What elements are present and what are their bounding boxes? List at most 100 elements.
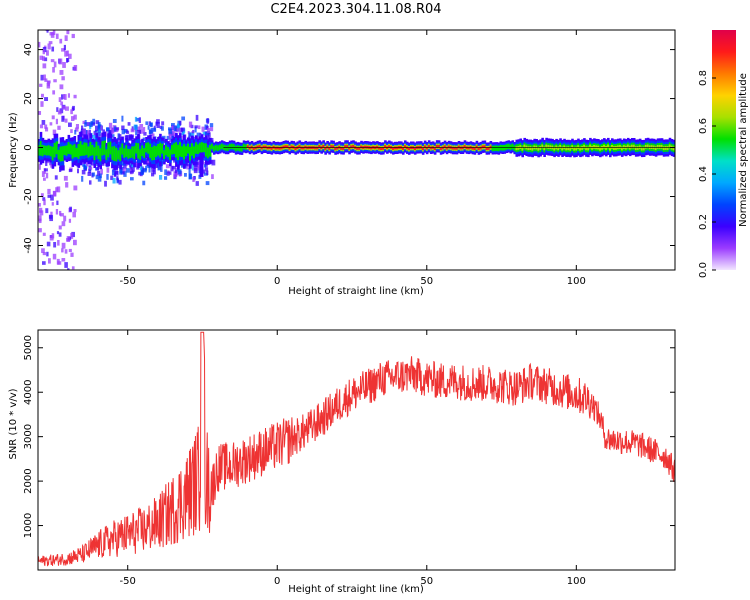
- heatmap-cell: [147, 164, 151, 169]
- heatmap-cell: [435, 145, 439, 148]
- heatmap-cell: [39, 83, 43, 87]
- heatmap-cell: [66, 30, 70, 35]
- heatmap-cell: [326, 145, 329, 149]
- heatmap-cell: [260, 146, 264, 150]
- heatmap-cell: [141, 148, 144, 154]
- heatmap-cell: [61, 76, 65, 81]
- heatmap-cell: [252, 147, 256, 150]
- heatmap-cell: [168, 127, 172, 131]
- heatmap-cell: [340, 147, 343, 150]
- heatmap-cell: [156, 119, 160, 124]
- heatmap-cell: [322, 145, 325, 148]
- heatmap-cell: [61, 221, 66, 227]
- heatmap-cell: [250, 145, 254, 149]
- heatmap-cell: [71, 107, 75, 111]
- heatmap-cell: [599, 146, 602, 151]
- heatmap-cell: [82, 120, 86, 125]
- heatmap-cell: [67, 145, 71, 151]
- spectrogram-y-ticks: -40 -20 0 20 40: [23, 43, 675, 254]
- heatmap-cell: [149, 147, 152, 155]
- heatmap-cell: [117, 162, 121, 169]
- heatmap-cell: [184, 161, 188, 166]
- heatmap-cell: [457, 145, 461, 149]
- heatmap-cell: [39, 210, 44, 216]
- heatmap-cell: [51, 115, 55, 120]
- heatmap-cell: [380, 147, 383, 150]
- heatmap-cell: [53, 61, 57, 68]
- heatmap-cell: [70, 232, 74, 239]
- heatmap-cell: [72, 211, 76, 218]
- y-tick-label: -20: [23, 188, 34, 204]
- heatmap-cell: [447, 145, 451, 149]
- heatmap-cell: [113, 126, 117, 132]
- heatmap-cell: [487, 147, 491, 150]
- heatmap-cell: [165, 147, 168, 153]
- heatmap-cell: [577, 145, 580, 150]
- heatmap-cell: [112, 129, 115, 134]
- heatmap-cell: [55, 187, 59, 192]
- x-tick-label: 100: [567, 276, 586, 287]
- heatmap-cell: [195, 114, 199, 121]
- heatmap-cell: [104, 180, 107, 187]
- heatmap-cell: [38, 41, 41, 48]
- snr-y-label: SNR (10 * v/v): [8, 388, 19, 459]
- heatmap-cell: [495, 146, 499, 150]
- heatmap-cell: [672, 146, 675, 151]
- heatmap-cell: [95, 120, 100, 125]
- heatmap-cell: [93, 150, 97, 157]
- heatmap-cell: [161, 126, 164, 131]
- heatmap-cell: [234, 147, 238, 150]
- heatmap-cell: [42, 56, 45, 61]
- heatmap-cell: [121, 146, 124, 152]
- heatmap-cell: [69, 206, 72, 212]
- heatmap-cell: [55, 118, 59, 125]
- heatmap-cell: [107, 146, 110, 154]
- heatmap-cell: [194, 145, 198, 151]
- heatmap-cell: [246, 145, 250, 148]
- heatmap-cell: [164, 169, 168, 175]
- snr-frame: [37, 329, 676, 571]
- heatmap-cell: [137, 126, 141, 132]
- heatmap-cell: [262, 145, 266, 149]
- heatmap-cell: [64, 262, 68, 268]
- heatmap-cell: [646, 144, 650, 149]
- heatmap-cell: [89, 145, 93, 153]
- heatmap-cell: [194, 126, 197, 133]
- heatmap-cell: [89, 180, 92, 185]
- heatmap-cell: [210, 138, 214, 142]
- heatmap-cell: [42, 49, 45, 55]
- heatmap-cell: [118, 179, 122, 185]
- heatmap-cell: [127, 151, 130, 157]
- heatmap-cell: [119, 151, 122, 158]
- x-tick-label: -50: [120, 276, 136, 287]
- colorbar-tick-label: 0.6: [698, 118, 709, 134]
- heatmap-cell: [370, 146, 373, 150]
- heatmap-cell: [195, 159, 199, 165]
- heatmap-cell: [256, 145, 260, 149]
- heatmap-cell: [99, 151, 102, 158]
- heatmap-cell: [378, 146, 381, 150]
- spectrogram-x-label: Height of straight line (km): [288, 286, 424, 297]
- heatmap-cell: [152, 127, 157, 132]
- heatmap-cell: [143, 150, 146, 156]
- heatmap-cell: [150, 122, 153, 128]
- heatmap-cell: [103, 144, 106, 152]
- heatmap-cell: [206, 150, 210, 156]
- heatmap-cell: [543, 146, 546, 151]
- heatmap-cell: [240, 147, 244, 151]
- heatmap-cell: [479, 146, 483, 150]
- colorbar-tick-label: 0.8: [698, 70, 709, 86]
- heatmap-cell: [77, 168, 80, 174]
- heatmap-cell: [168, 133, 172, 139]
- heatmap-cell: [53, 146, 57, 154]
- heatmap-cell: [618, 145, 622, 149]
- heatmap-cell: [147, 145, 150, 151]
- heatmap-cell: [64, 94, 67, 100]
- heatmap-cell: [153, 149, 156, 157]
- heatmap-cell: [67, 268, 70, 270]
- y-tick-label: 20: [23, 92, 34, 105]
- heatmap-cell: [40, 74, 44, 81]
- heatmap-cell: [108, 122, 113, 129]
- heatmap-cell: [276, 146, 280, 150]
- heatmap-cell: [102, 129, 106, 133]
